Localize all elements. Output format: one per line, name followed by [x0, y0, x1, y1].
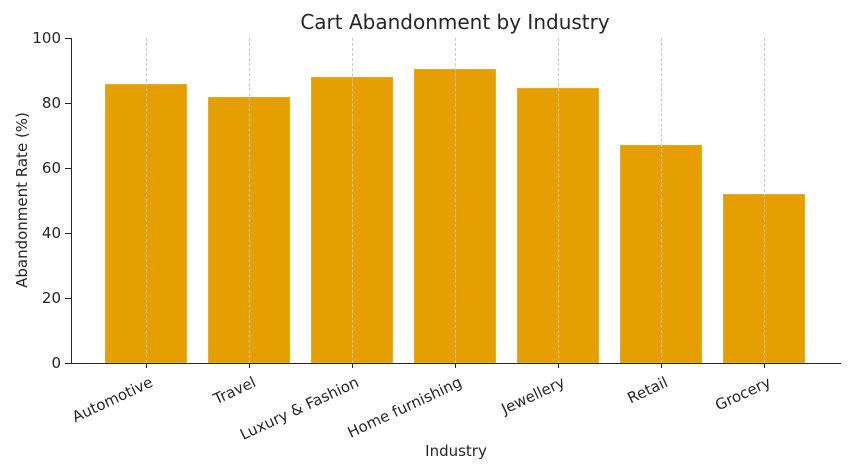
chart-title: Cart Abandonment by Industry	[300, 10, 610, 34]
y-tick-label: 80	[41, 94, 61, 112]
grid-line	[455, 38, 456, 363]
y-axis	[71, 38, 72, 363]
y-tick	[65, 38, 71, 39]
x-tick	[764, 363, 765, 368]
x-tick	[455, 363, 456, 368]
x-tick-label: Jewellery	[498, 373, 568, 418]
y-tick	[65, 168, 71, 169]
grid-line	[764, 38, 765, 363]
grid-line	[661, 38, 662, 363]
grid-line	[558, 38, 559, 363]
x-tick	[661, 363, 662, 368]
y-tick-label: 100	[32, 29, 61, 47]
x-axis-title: Industry	[425, 442, 487, 460]
x-tick-label: Grocery	[712, 373, 774, 415]
y-tick-label: 60	[41, 159, 61, 177]
y-tick	[65, 103, 71, 104]
y-tick	[65, 298, 71, 299]
y-tick	[65, 233, 71, 234]
x-tick	[249, 363, 250, 368]
x-tick-label: Travel	[210, 373, 259, 409]
x-axis	[71, 363, 841, 364]
x-tick	[558, 363, 559, 368]
x-tick	[146, 363, 147, 368]
x-tick-label: Retail	[624, 373, 671, 408]
y-tick-label: 20	[41, 289, 61, 307]
grid-line	[146, 38, 147, 363]
y-tick-label: 40	[41, 224, 61, 242]
plot-area: 0 20 40 60 80 100 Automotive Travel Luxury & Fas…	[32, 29, 841, 444]
grid-line	[249, 38, 250, 363]
x-tick	[352, 363, 353, 368]
y-axis-title: Abandonment Rate (%)	[13, 112, 31, 288]
grid-line	[352, 38, 353, 363]
y-tick-label: 0	[51, 354, 61, 372]
y-tick	[65, 363, 71, 364]
x-tick-label: Home furnishing	[344, 373, 465, 442]
x-tick-label: Automotive	[69, 373, 156, 426]
